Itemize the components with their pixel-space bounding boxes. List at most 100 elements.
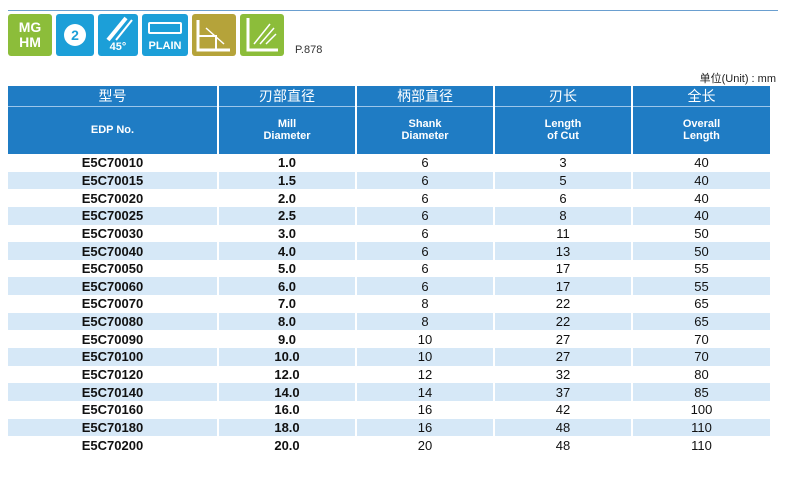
cell-length-of-cut: 22 xyxy=(493,295,632,313)
table-row: E5C70030 3.0 6 11 50 xyxy=(8,224,770,243)
helix-drawing xyxy=(106,16,133,42)
cell-edp-number: E5C70070 xyxy=(8,295,218,313)
cell-mill-diameter: 3.0 xyxy=(217,224,356,243)
cell-shank-diameter: 20 xyxy=(355,436,494,454)
cell-length-of-cut: 42 xyxy=(493,400,632,419)
cell-shank-diameter: 6 xyxy=(355,224,494,243)
cell-mill-diameter: 20.0 xyxy=(217,436,356,454)
shank-label: PLAIN xyxy=(148,40,182,52)
cell-mill-diameter: 1.5 xyxy=(217,171,356,190)
cell-length-of-cut: 48 xyxy=(493,418,632,437)
cell-edp-number: E5C70090 xyxy=(8,330,218,349)
corner-drawing xyxy=(196,20,230,52)
col-oal-zh: 全长 xyxy=(631,86,770,107)
page-reference: P.878 xyxy=(295,44,323,56)
table-row: E5C70200 20.0 20 48 110 xyxy=(8,436,770,454)
cell-length-of-cut: 32 xyxy=(493,365,632,384)
cell-overall-length: 100 xyxy=(631,400,770,419)
cell-overall-length: 85 xyxy=(631,383,770,401)
cell-mill-diameter: 7.0 xyxy=(217,295,356,313)
table-row: E5C70180 18.0 16 48 110 xyxy=(8,418,770,437)
cell-shank-diameter: 8 xyxy=(355,312,494,331)
col-shank-en: Shank Diameter xyxy=(355,106,494,153)
corner-geometry-icon xyxy=(192,14,236,56)
cell-edp-number: E5C70080 xyxy=(8,312,218,331)
cell-overall-length: 40 xyxy=(631,206,770,225)
two-flute-icon: 2 xyxy=(56,14,94,56)
cell-edp-number: E5C70040 xyxy=(8,242,218,260)
table-row: E5C70040 4.0 6 13 50 xyxy=(8,242,770,260)
cell-length-of-cut: 27 xyxy=(493,348,632,366)
col-loc-en: Length of Cut xyxy=(493,106,632,153)
cell-edp-number: E5C70025 xyxy=(8,206,218,225)
cell-overall-length: 50 xyxy=(631,242,770,260)
col-oal-en-line-2: Length xyxy=(683,129,720,142)
cell-overall-length: 40 xyxy=(631,171,770,190)
cell-length-of-cut: 27 xyxy=(493,330,632,349)
col-edp-zh: 型号 xyxy=(8,86,218,107)
col-loc-en-line-2: of Cut xyxy=(547,129,579,142)
cell-overall-length: 80 xyxy=(631,365,770,384)
cell-length-of-cut: 13 xyxy=(493,242,632,260)
cell-mill-diameter: 6.0 xyxy=(217,277,356,296)
cell-length-of-cut: 22 xyxy=(493,312,632,331)
cell-overall-length: 65 xyxy=(631,312,770,331)
cell-shank-diameter: 8 xyxy=(355,295,494,313)
col-oal-en: Overall Length xyxy=(631,106,770,153)
cell-shank-diameter: 16 xyxy=(355,418,494,437)
cell-mill-diameter: 9.0 xyxy=(217,330,356,349)
helix-angle-label: 45° xyxy=(109,41,127,53)
table-row: E5C70120 12.0 12 32 80 xyxy=(8,365,770,384)
cell-edp-number: E5C70010 xyxy=(8,152,218,172)
cell-overall-length: 40 xyxy=(631,152,770,172)
cell-mill-diameter: 8.0 xyxy=(217,312,356,331)
col-loc-en-line-1: Length xyxy=(544,117,582,130)
header-row-english: EDP No. Mill Diameter Shank Diameter Lengt… xyxy=(8,106,770,153)
shank-shape xyxy=(148,22,182,34)
cell-length-of-cut: 3 xyxy=(493,152,632,172)
table-row: E5C70025 2.5 6 8 40 xyxy=(8,206,770,225)
cell-overall-length: 40 xyxy=(631,189,770,207)
top-rule xyxy=(8,10,778,11)
cell-edp-number: E5C70120 xyxy=(8,365,218,384)
cell-mill-diameter: 4.0 xyxy=(217,242,356,260)
cell-length-of-cut: 8 xyxy=(493,206,632,225)
table-row: E5C70140 14.0 14 37 85 xyxy=(8,383,770,401)
cell-length-of-cut: 6 xyxy=(493,189,632,207)
col-shank-zh: 柄部直径 xyxy=(355,86,494,107)
col-shank-en-line-2: Diameter xyxy=(401,129,449,142)
table-row: E5C70090 9.0 10 27 70 xyxy=(8,330,770,349)
cell-shank-diameter: 6 xyxy=(355,242,494,260)
cell-mill-diameter: 1.0 xyxy=(217,152,356,172)
cell-shank-diameter: 6 xyxy=(355,152,494,172)
table-row: E5C70080 8.0 8 22 65 xyxy=(8,312,770,331)
cell-edp-number: E5C70020 xyxy=(8,189,218,207)
cell-mill-diameter: 2.0 xyxy=(217,189,356,207)
unit-label: 单位(Unit) : mm xyxy=(699,73,776,85)
cell-shank-diameter: 16 xyxy=(355,400,494,419)
cell-mill-diameter: 16.0 xyxy=(217,400,356,419)
cell-shank-diameter: 6 xyxy=(355,259,494,278)
spec-icons: MG HM 2 45° PLAIN xyxy=(8,14,284,58)
col-oal-en-line-1: Overall xyxy=(682,117,721,130)
cell-shank-diameter: 12 xyxy=(355,365,494,384)
cell-edp-number: E5C70200 xyxy=(8,436,218,454)
col-mill-en-line-1: Mill xyxy=(277,117,297,130)
cell-mill-diameter: 18.0 xyxy=(217,418,356,437)
cell-shank-diameter: 6 xyxy=(355,277,494,296)
col-edp-en: EDP No. xyxy=(8,106,218,153)
cell-shank-diameter: 6 xyxy=(355,189,494,207)
cell-shank-diameter: 10 xyxy=(355,348,494,366)
col-mill-zh: 刃部直径 xyxy=(217,86,356,107)
table-row: E5C70160 16.0 16 42 100 xyxy=(8,400,770,419)
cell-overall-length: 70 xyxy=(631,330,770,349)
cell-overall-length: 55 xyxy=(631,277,770,296)
cell-edp-number: E5C70050 xyxy=(8,259,218,278)
cell-edp-number: E5C70160 xyxy=(8,400,218,419)
header-row-chinese: 型号 刃部直径 柄部直径 刃长 全长 xyxy=(8,86,770,107)
cell-mill-diameter: 5.0 xyxy=(217,259,356,278)
table-body: E5C70010 1.0 6 3 40 E5C70015 1.5 6 5 40 E5C70020 2.… xyxy=(8,152,770,454)
table-row: E5C70010 1.0 6 3 40 xyxy=(8,152,770,172)
spec-table: 型号 刃部直径 柄部直径 刃长 全长 EDP No. Mill Diameter … xyxy=(8,86,770,454)
cell-length-of-cut: 17 xyxy=(493,277,632,296)
